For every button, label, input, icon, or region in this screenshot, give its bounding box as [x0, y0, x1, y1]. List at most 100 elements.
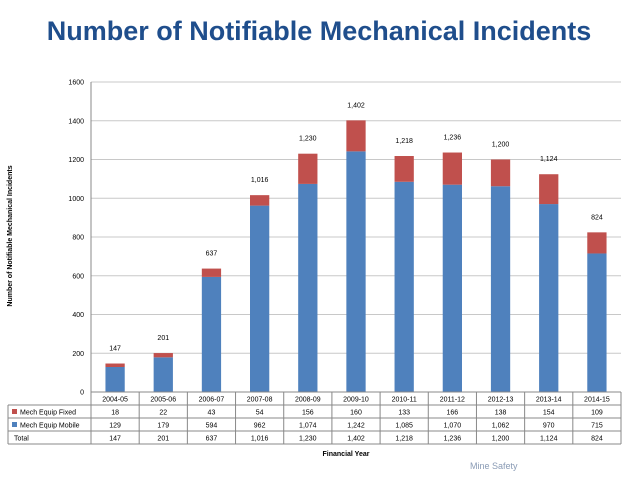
table-cell: 594 — [206, 423, 218, 430]
bar-segment-mobile — [394, 181, 414, 392]
table-cell: 1,016 — [251, 436, 269, 443]
table-row-label: Total — [14, 436, 29, 443]
table-cell: 54 — [256, 410, 264, 417]
table-cell: 1,200 — [492, 436, 510, 443]
x-tick-label: 2013-14 — [536, 397, 562, 404]
table-cell: 1,070 — [444, 423, 462, 430]
footer-text: Mine Safety — [470, 461, 518, 471]
bar-segment-mobile — [201, 276, 222, 392]
table-cell: 138 — [495, 410, 507, 417]
table-cell: 1,402 — [347, 436, 365, 443]
bar-segment-fixed — [346, 120, 366, 152]
table-cell: 18 — [111, 410, 119, 417]
bar-segment-fixed — [105, 363, 125, 368]
bar-segment-fixed — [490, 159, 511, 187]
table-row-label: Mech Equip Fixed — [20, 410, 76, 417]
y-tick-label: 800 — [72, 235, 84, 242]
data-label-total: 1,124 — [540, 156, 558, 163]
data-label-total: 1,402 — [347, 102, 365, 109]
y-tick-label: 600 — [72, 273, 84, 280]
x-tick-label: 2005-06 — [150, 397, 176, 404]
data-label-total: 1,236 — [444, 135, 462, 142]
table-cell: 129 — [109, 423, 121, 430]
table-cell: 637 — [206, 436, 218, 443]
legend-swatch-mobile — [12, 422, 17, 427]
bar-segment-fixed — [394, 156, 414, 182]
table-cell: 160 — [350, 410, 362, 417]
table-cell: 962 — [254, 423, 266, 430]
data-label-total: 1,218 — [395, 138, 413, 145]
bar-segment-mobile — [250, 205, 270, 392]
table-cell: 1,124 — [540, 436, 558, 443]
table-cell: 1,218 — [395, 436, 413, 443]
bar-segment-fixed — [587, 232, 607, 254]
bar-segment-fixed — [442, 152, 462, 185]
bar-segment-mobile — [490, 186, 511, 392]
y-tick-label: 400 — [72, 312, 84, 319]
table-cell: 1,230 — [299, 436, 317, 443]
table-cell: 1,062 — [492, 423, 510, 430]
x-tick-label: 2004-05 — [102, 397, 128, 404]
bar-segment-fixed — [250, 195, 270, 206]
bar-segment-mobile — [539, 204, 559, 392]
data-label-total: 824 — [591, 214, 603, 221]
table-row-label: Mech Equip Mobile — [20, 423, 80, 430]
table-cell: 179 — [157, 423, 169, 430]
bars — [105, 120, 607, 392]
bar-segment-mobile — [346, 151, 366, 392]
x-tick-label: 2006-07 — [199, 397, 225, 404]
table-cell: 970 — [543, 423, 555, 430]
bar-segment-fixed — [201, 268, 222, 277]
y-tick-label: 1400 — [68, 118, 84, 125]
table-cell: 1,085 — [395, 423, 413, 430]
bar-segment-fixed — [539, 174, 559, 205]
page-title: Number of Notifiable Mechanical Incident… — [46, 16, 592, 46]
x-tick-label: 2011-12 — [440, 397, 465, 404]
table-cell: 201 — [157, 436, 169, 443]
table-cell: 43 — [208, 410, 216, 417]
x-tick-label: 2012-13 — [488, 397, 514, 404]
bar-segment-mobile — [105, 367, 125, 392]
bar-segment-mobile — [587, 253, 607, 392]
y-tick-label: 1200 — [68, 157, 84, 164]
data-label-total: 1,230 — [299, 136, 317, 143]
data-label-total: 1,016 — [251, 177, 269, 184]
table-cell: 147 — [109, 436, 121, 443]
x-tick-label: 2010-11 — [392, 397, 417, 404]
y-tick-label: 0 — [80, 390, 84, 397]
bar-segment-fixed — [153, 353, 173, 358]
x-tick-label: 2007-08 — [247, 397, 273, 404]
table-cell: 824 — [591, 436, 603, 443]
table-cell: 133 — [398, 410, 410, 417]
x-tick-label: 2009-10 — [343, 397, 369, 404]
y-tick-label: 1000 — [68, 196, 84, 203]
x-tick-label: 2014-15 — [584, 397, 610, 404]
table-cell: 22 — [159, 410, 167, 417]
y-tick-label: 1600 — [68, 80, 84, 87]
bar-segment-mobile — [442, 184, 462, 392]
data-label-total: 201 — [157, 335, 169, 342]
bar-segment-fixed — [298, 153, 318, 184]
data-table: 2004-05 2005-06 2006-07 2007-08 2008-09 2009-… — [7, 391, 622, 445]
y-axis: 0 200 400 600 800 1000 1200 1400 1600 — [68, 80, 92, 397]
y-axis-title: Number of Notifiable Mechanical Incident… — [7, 165, 14, 306]
table-cell: 109 — [591, 410, 603, 417]
legend-swatch-fixed — [12, 409, 17, 414]
bar-segment-mobile — [153, 357, 173, 392]
total-labels: 147 201 637 1,016 1,230 1,402 1,218 1,236 1,200 1… — [109, 102, 603, 352]
table-cell: 1,074 — [299, 423, 317, 430]
table-cell: 1,236 — [444, 436, 462, 443]
data-label-total: 1,200 — [492, 142, 510, 149]
data-label-total: 637 — [206, 251, 218, 258]
bar-segment-mobile — [298, 183, 318, 392]
table-cell: 154 — [543, 410, 555, 417]
table-cell: 1,242 — [347, 423, 365, 430]
table-cell: 715 — [591, 423, 603, 430]
y-tick-label: 200 — [72, 351, 84, 358]
table-cell: 156 — [302, 410, 314, 417]
data-label-total: 147 — [109, 346, 121, 353]
table-cell: 166 — [447, 410, 459, 417]
x-axis-title: Financial Year — [323, 451, 370, 458]
x-tick-label: 2008-09 — [295, 397, 321, 404]
